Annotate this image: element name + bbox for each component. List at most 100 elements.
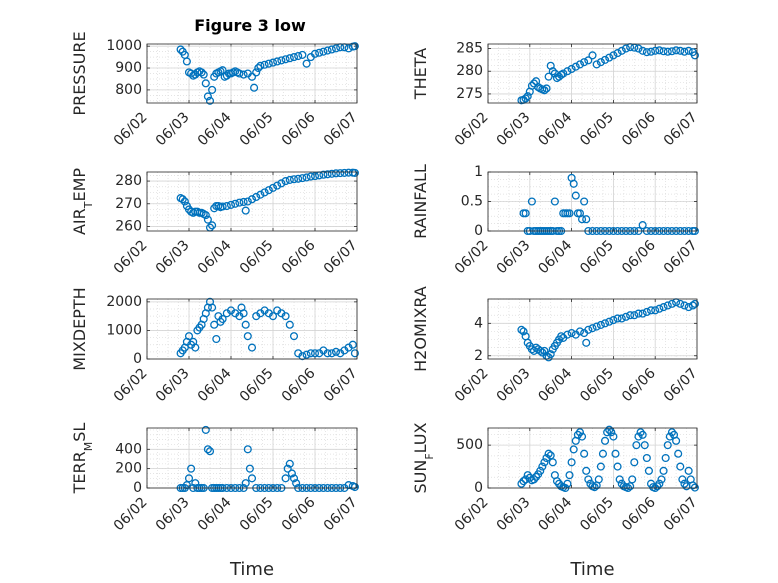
data-point — [260, 188, 269, 197]
data-point — [327, 45, 336, 54]
data-point — [302, 173, 311, 182]
data-point — [644, 466, 653, 475]
data-point — [600, 55, 610, 64]
data-point — [600, 436, 610, 445]
data-point — [642, 307, 651, 317]
data-point — [575, 428, 585, 437]
data-point — [634, 309, 643, 318]
data-point — [690, 51, 699, 60]
data-point — [655, 304, 664, 313]
data-point — [350, 42, 359, 51]
axes-box — [487, 171, 698, 232]
data-point — [626, 311, 635, 320]
data-point — [646, 47, 656, 56]
y-tick-label: 280 — [456, 63, 483, 79]
data-point — [563, 67, 572, 76]
y-axis-label: PRESSURE — [70, 31, 89, 115]
data-point — [542, 453, 551, 463]
data-point — [640, 441, 649, 450]
data-point — [550, 197, 559, 206]
data-point — [298, 352, 307, 361]
data-point — [540, 458, 549, 467]
data-point — [565, 471, 574, 480]
data-point — [283, 464, 292, 473]
data-point — [638, 309, 647, 318]
x-tick-label: 06/06 — [279, 237, 319, 277]
figure-title: Figure 3 low — [194, 16, 306, 35]
data-point — [523, 92, 532, 101]
y-tick-label: 270 — [115, 196, 142, 212]
data-point — [281, 55, 290, 64]
data-point — [517, 325, 526, 334]
x-tick-label: 06/02 — [111, 237, 151, 277]
subplot-airtemp: 06/02 06/03 06/04 06/05 06/06 06/07 260 270 280 A… — [70, 168, 361, 278]
x-tick-label: 06/05 — [577, 494, 617, 534]
data-point — [222, 71, 231, 80]
data-point — [287, 469, 296, 478]
data-point — [676, 299, 685, 308]
data-point — [281, 177, 290, 186]
data-point — [594, 475, 603, 484]
y-axis-label: SUNFLUX — [411, 422, 436, 493]
data-point — [580, 449, 589, 458]
data-point — [646, 306, 656, 315]
data-point — [676, 462, 685, 471]
data-point — [540, 346, 549, 355]
y-tick-label: 800 — [115, 82, 142, 98]
data-point — [580, 197, 589, 206]
data-point — [609, 51, 618, 60]
data-point — [281, 474, 290, 483]
data-point — [239, 197, 248, 207]
y-axis-label: THETA — [411, 48, 430, 100]
data-point — [252, 192, 261, 202]
data-point — [577, 215, 587, 224]
y-tick-label: 0.5 — [461, 194, 483, 210]
data-point — [247, 195, 257, 204]
y-tick-label: 0 — [474, 223, 483, 239]
data-point — [310, 349, 320, 358]
y-tick-label: 1000 — [106, 322, 142, 338]
data-point — [571, 62, 580, 71]
data-point — [247, 474, 257, 483]
x-tick-label: 06/05 — [237, 109, 277, 149]
x-tick-label: 06/04 — [195, 237, 235, 277]
x-tick-label: 06/03 — [494, 494, 534, 534]
axes-box — [487, 298, 698, 360]
data-point — [184, 332, 194, 341]
data-point — [252, 68, 261, 77]
axes-box — [146, 427, 358, 489]
x-tick-label: 06/06 — [619, 237, 659, 277]
data-point — [180, 197, 189, 206]
data-point — [268, 183, 278, 192]
data-point — [277, 179, 286, 188]
data-point — [268, 312, 278, 321]
x-tick-label: 06/05 — [237, 494, 277, 534]
data-point — [600, 319, 610, 328]
x-tick-label: 06/03 — [153, 109, 193, 149]
data-point — [582, 215, 591, 224]
data-point — [285, 459, 294, 468]
data-point — [690, 299, 699, 308]
data-point — [197, 68, 206, 77]
data-point — [241, 206, 250, 215]
data-point — [642, 48, 651, 57]
x-tick-label: 06/02 — [452, 365, 492, 405]
x-tick-label: 06/05 — [577, 365, 617, 405]
data-point — [634, 44, 643, 53]
data-point — [340, 168, 349, 177]
data-point — [273, 57, 282, 66]
data-point — [235, 198, 244, 207]
data-point — [680, 301, 689, 310]
data-point — [231, 199, 240, 208]
y-tick-label: 285 — [456, 41, 483, 57]
data-point — [178, 195, 187, 204]
data-point — [590, 483, 599, 492]
data-point — [273, 181, 282, 190]
data-point — [655, 479, 664, 488]
x-tick-label: 06/04 — [195, 494, 235, 534]
x-tick-label: 06/07 — [321, 109, 361, 149]
data-point — [241, 320, 250, 329]
data-point — [536, 346, 545, 355]
data-point — [638, 46, 647, 55]
x-tick-label: 06/02 — [452, 237, 492, 277]
